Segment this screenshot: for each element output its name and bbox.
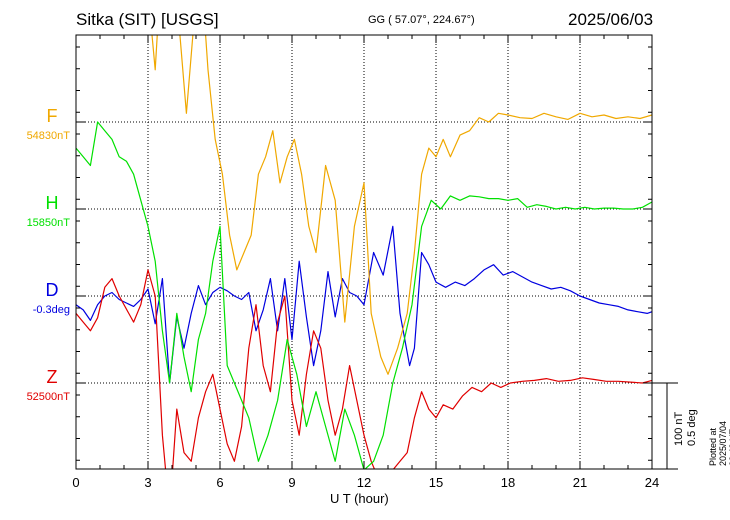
x-tick-label-0: 0 xyxy=(72,475,79,490)
component-baseline-h: 15850nT xyxy=(26,217,70,229)
x-tick-label-9: 9 xyxy=(288,475,295,490)
station-coordinates: GG ( 57.07°, 224.67°) xyxy=(368,14,475,26)
x-tick-label-3: 3 xyxy=(144,475,151,490)
x-axis-label: U T (hour) xyxy=(330,491,389,506)
grid-lines xyxy=(76,35,652,469)
x-tick-label-6: 6 xyxy=(216,475,223,490)
plot-date: 2025/06/03 xyxy=(568,10,654,29)
axis-ticks: 0 3 6 9 12 15 18 21 24 xyxy=(72,35,659,490)
station-title: Sitka (SIT) [USGS] xyxy=(76,10,219,29)
x-tick-label-15: 15 xyxy=(429,475,443,490)
component-baseline-z: 52500nT xyxy=(26,391,70,403)
scale-deg-label: 0.5 deg xyxy=(686,409,698,446)
x-tick-label-12: 12 xyxy=(357,475,371,490)
component-baseline-f: 54830nT xyxy=(26,130,70,142)
series-z-line xyxy=(76,269,652,469)
trace-lines xyxy=(76,35,652,469)
x-tick-label-21: 21 xyxy=(573,475,587,490)
series-d-line xyxy=(76,225,652,384)
series-h-line xyxy=(76,121,652,469)
plot-timestamp: Plotted at 2025/07/04 00:43 UT xyxy=(708,420,730,466)
x-tick-label-24: 24 xyxy=(645,475,659,490)
scale-nt-label: 100 nT xyxy=(673,411,685,446)
component-label-d: D xyxy=(45,280,59,300)
component-baseline-d: -0.3deg xyxy=(32,304,70,316)
component-label-h: H xyxy=(45,193,59,213)
scale-bar xyxy=(652,382,678,470)
component-label-z: Z xyxy=(46,367,58,387)
series-f-line xyxy=(151,35,652,375)
component-label-f: F xyxy=(46,106,58,126)
x-tick-label-18: 18 xyxy=(501,475,515,490)
